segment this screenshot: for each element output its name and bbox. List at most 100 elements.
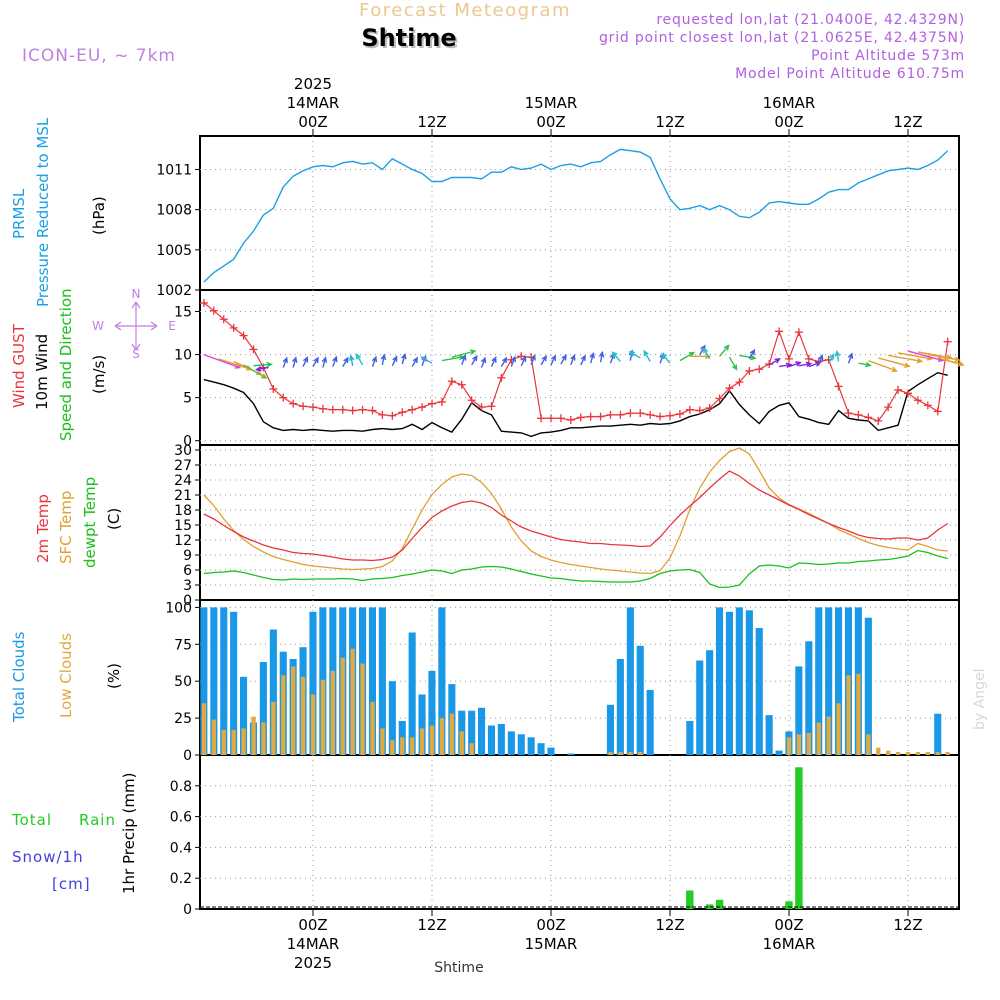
gust-marker — [894, 385, 903, 394]
low-cloud-bar — [866, 734, 871, 755]
hpa-unit-label: (hPa) — [90, 196, 108, 235]
location-title-shadow: Shtime — [363, 26, 458, 54]
gust-marker — [636, 409, 645, 418]
gust-marker — [467, 396, 476, 405]
y-tick-label: 0 — [183, 593, 192, 609]
clouds-labels: Total Clouds Low Clouds (%) — [10, 631, 123, 723]
gust-marker — [596, 412, 605, 421]
gust-marker — [537, 414, 546, 423]
wind-arrow — [580, 354, 586, 366]
chart-title: Forecast Meteogram — [359, 0, 571, 21]
wind-arrow — [868, 359, 899, 373]
y-tick-label: 100 — [165, 600, 192, 616]
y-tick-label: 0 — [183, 902, 192, 918]
bottom-time-label: 00Z — [536, 916, 565, 934]
watermark: by Angel — [972, 669, 988, 730]
low-cloud-bar — [291, 666, 296, 755]
bottom-time-label: 16MAR — [763, 935, 816, 953]
top-time-label: 12Z — [655, 113, 684, 131]
total-label: Total — [11, 811, 52, 829]
temp-labels: 2m Temp SFC Temp dewpt Temp (C) — [34, 477, 123, 568]
wind-arrow — [243, 364, 268, 379]
wind-arrow — [302, 356, 309, 367]
gust-marker — [378, 410, 387, 419]
total-cloud-bar — [478, 707, 486, 755]
wind-arrow — [441, 354, 466, 362]
y-tick-label: 12 — [174, 533, 192, 549]
percent-unit-label: (%) — [105, 663, 123, 689]
low-cloud-bar — [300, 676, 306, 755]
gust-marker — [933, 407, 942, 416]
y-tick-label: 1008 — [156, 203, 192, 219]
gust-marker — [904, 389, 912, 398]
y-tick-label: 0.6 — [170, 810, 192, 826]
gust-marker — [923, 401, 932, 410]
low-cloud-bar — [459, 731, 464, 755]
temp2m-line — [203, 470, 949, 562]
low-cloud-bar — [935, 752, 940, 755]
bottom-time-label: 12Z — [655, 916, 684, 934]
y-tick-label: 0.8 — [170, 779, 192, 795]
y-tick-label: 0 — [183, 748, 192, 764]
total-cloud-bar — [368, 607, 376, 755]
gust-marker — [794, 328, 803, 337]
y-tick-label: 50 — [174, 674, 192, 690]
gust-marker — [755, 365, 764, 374]
gust-marker — [606, 410, 615, 419]
gust-marker — [477, 403, 486, 412]
grid-coords: grid point closest lon,lat (21.0625E, 42… — [599, 30, 965, 46]
top-time-label: 12Z — [893, 113, 922, 131]
low-cloud-bar — [281, 675, 286, 755]
precip-labels: Total Rain Snow/1h [cm] 1hr Precip (mm) — [11, 773, 138, 894]
compass-east: E — [168, 319, 176, 333]
wind-arrow — [520, 355, 527, 367]
gust-marker — [804, 354, 813, 363]
wind-arrow — [728, 356, 738, 371]
y-tick-label: 75 — [174, 637, 192, 653]
pressure-line — [203, 148, 949, 283]
low-cloud-bar — [221, 729, 226, 755]
wind-arrow — [540, 354, 547, 366]
gust-marker — [547, 414, 555, 423]
gust-marker — [715, 394, 724, 403]
top-time-label: 00Z — [774, 113, 803, 131]
panel-frames — [199, 135, 960, 910]
y-tick-label: 0.4 — [170, 840, 192, 856]
gust-marker — [735, 378, 744, 387]
wind-arrow — [888, 354, 924, 364]
low-cloud-bar — [786, 737, 792, 755]
gust-marker — [428, 399, 436, 408]
total-cloud-bar — [220, 607, 228, 755]
low-cloud-bar — [410, 737, 415, 755]
wind-arrow — [401, 352, 407, 365]
wind-arrow — [560, 353, 567, 365]
total-cloud-bar — [716, 607, 724, 755]
low-cloud-bar — [608, 752, 613, 755]
wind-arrow — [355, 353, 364, 366]
point-altitude: Point Altitude 573m — [811, 48, 965, 64]
gust-marker — [854, 410, 863, 419]
plot-layer — [199, 148, 965, 909]
gust-marker — [437, 397, 446, 406]
total-cloud-bar — [388, 681, 396, 755]
total-cloud-bar — [269, 629, 277, 755]
wind-labels: Wind GUST 10m Wind Speed and Direction (… — [10, 287, 176, 441]
total-cloud-bar — [626, 607, 634, 755]
wind-arrow — [628, 351, 641, 359]
gust-marker — [338, 405, 347, 414]
prmsl-label: PRMSL — [10, 188, 28, 239]
low-cloud-bar — [905, 752, 911, 755]
gust-marker — [675, 410, 684, 418]
wind-arrow — [611, 351, 621, 362]
gust-marker — [785, 354, 793, 363]
total-cloud-bar — [805, 641, 813, 755]
gust-marker — [616, 410, 625, 419]
y-tick-label: 1005 — [156, 243, 192, 259]
wind-arrow — [342, 356, 349, 367]
gust-marker — [398, 408, 407, 417]
location-title: Shtime — [361, 24, 456, 52]
footer-location: Shtime — [434, 960, 483, 976]
bottom-time-label: 12Z — [893, 916, 922, 934]
